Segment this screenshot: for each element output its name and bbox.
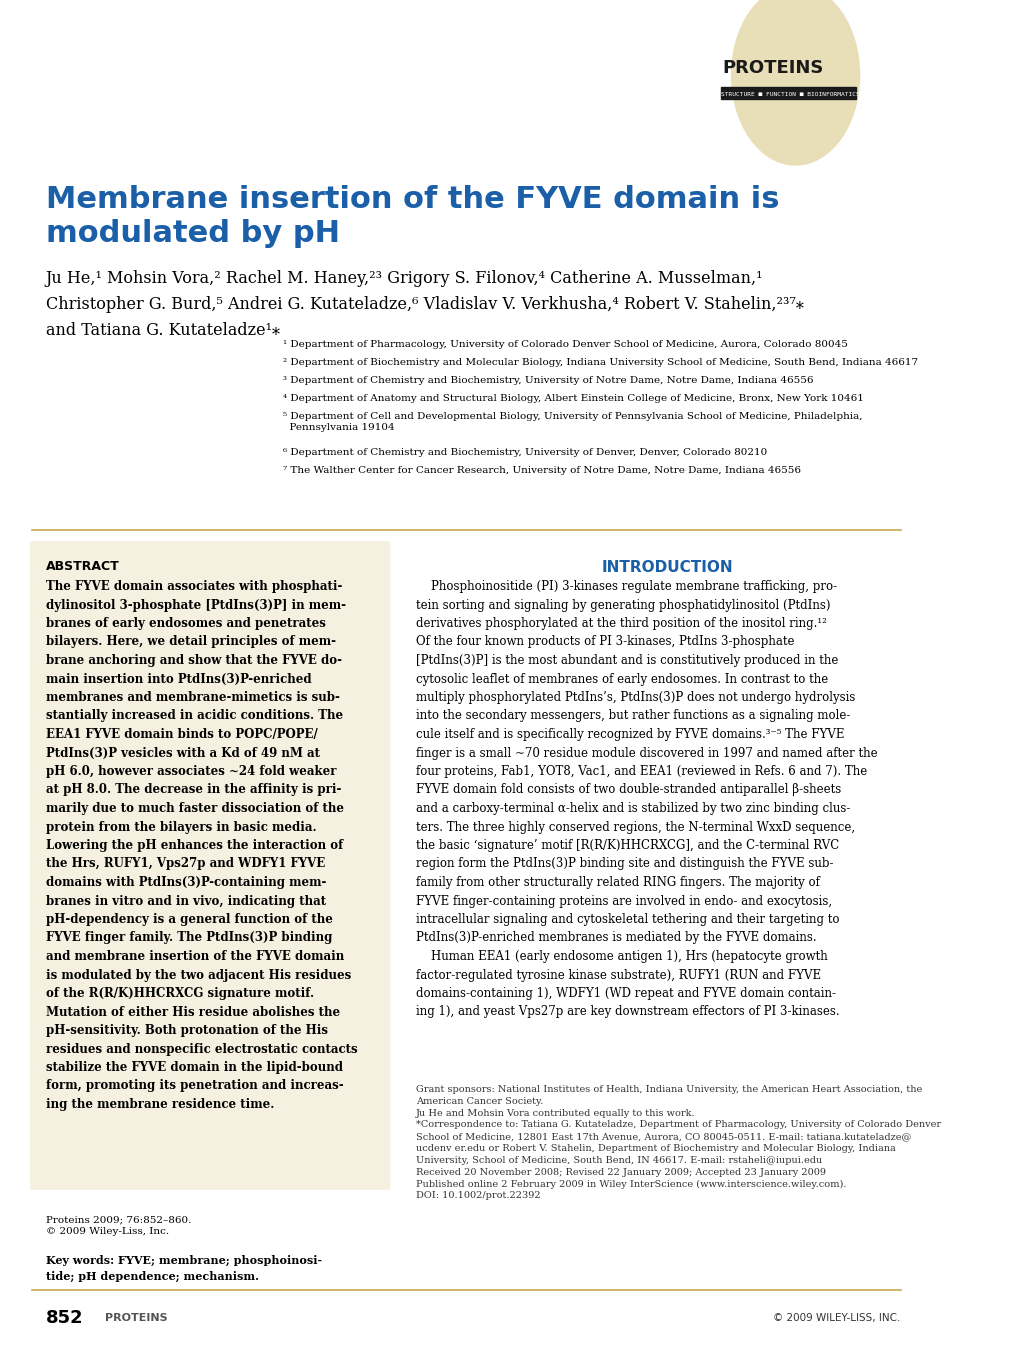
Text: STRUCTURE ■ FUNCTION ■ BIOINFORMATICS: STRUCTURE ■ FUNCTION ■ BIOINFORMATICS: [720, 93, 859, 97]
Text: 852: 852: [46, 1310, 84, 1327]
FancyBboxPatch shape: [31, 541, 390, 1189]
Text: ⁷ The Walther Center for Cancer Research, University of Notre Dame, Notre Dame, : ⁷ The Walther Center for Cancer Research…: [283, 466, 801, 475]
Text: ⁵ Department of Cell and Developmental Biology, University of Pennsylvania Schoo: ⁵ Department of Cell and Developmental B…: [283, 412, 862, 432]
Text: INTRODUCTION: INTRODUCTION: [601, 560, 733, 575]
Text: Key words: FYVE; membrane; phosphoinosi-
tide; pH dependence; mechanism.: Key words: FYVE; membrane; phosphoinosi-…: [46, 1256, 322, 1281]
Text: ABSTRACT: ABSTRACT: [46, 560, 119, 572]
Text: © 2009 WILEY-LISS, INC.: © 2009 WILEY-LISS, INC.: [772, 1314, 900, 1323]
Text: PROTEINS: PROTEINS: [105, 1314, 167, 1323]
Text: PROTEINS: PROTEINS: [721, 59, 823, 77]
Text: ⁶ Department of Chemistry and Biochemistry, University of Denver, Denver, Colora: ⁶ Department of Chemistry and Biochemist…: [283, 448, 767, 458]
Bar: [719, 86, 855, 99]
Ellipse shape: [731, 0, 859, 165]
Text: Membrane insertion of the FYVE domain is
modulated by pH: Membrane insertion of the FYVE domain is…: [46, 185, 779, 247]
Text: ³ Department of Chemistry and Biochemistry, University of Notre Dame, Notre Dame: ³ Department of Chemistry and Biochemist…: [283, 377, 813, 385]
Text: Ju He,¹ Mohsin Vora,² Rachel M. Haney,²³ Grigory S. Filonov,⁴ Catherine A. Musse: Ju He,¹ Mohsin Vora,² Rachel M. Haney,²³…: [46, 270, 803, 339]
Text: Proteins 2009; 76:852–860.
© 2009 Wiley-Liss, Inc.: Proteins 2009; 76:852–860. © 2009 Wiley-…: [46, 1215, 191, 1237]
Text: ² Department of Biochemistry and Molecular Biology, Indiana University School of: ² Department of Biochemistry and Molecul…: [283, 358, 918, 367]
Text: Phosphoinositide (PI) 3-kinases regulate membrane trafficking, pro-
tein sorting: Phosphoinositide (PI) 3-kinases regulate…: [416, 580, 876, 1018]
Text: The FYVE domain associates with phosphati-
dylinositol 3-phosphate [PtdIns(3)P] : The FYVE domain associates with phosphat…: [46, 580, 357, 1111]
Text: ¹ Department of Pharmacology, University of Colorado Denver School of Medicine, : ¹ Department of Pharmacology, University…: [283, 340, 848, 350]
Text: Grant sponsors: National Institutes of Health, Indiana University, the American : Grant sponsors: National Institutes of H…: [416, 1085, 941, 1200]
Text: ⁴ Department of Anatomy and Structural Biology, Albert Einstein College of Medic: ⁴ Department of Anatomy and Structural B…: [283, 394, 863, 404]
